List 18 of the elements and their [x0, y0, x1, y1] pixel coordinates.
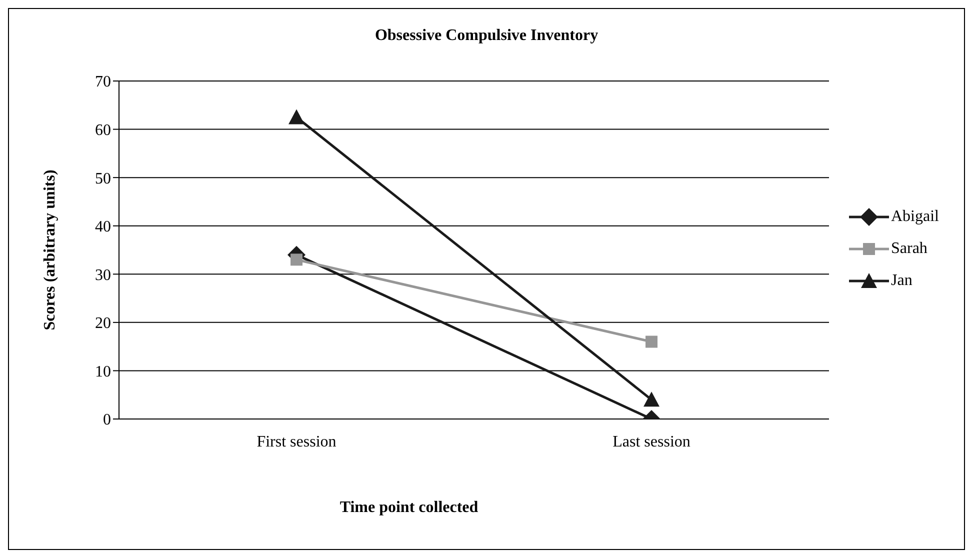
- chart-title: Obsessive Compulsive Inventory: [374, 27, 600, 45]
- y-tick-label: 30: [95, 266, 111, 284]
- point: [646, 336, 658, 348]
- legend-label: Jan: [891, 272, 912, 290]
- y-tick-label: 20: [95, 315, 111, 332]
- y-tick-label: 60: [95, 122, 111, 139]
- y-tick-label: 40: [95, 218, 111, 236]
- legend-label: Abigail: [891, 208, 939, 226]
- y-tick-label: 70: [95, 74, 111, 91]
- y-axis-title: Scores (arbitrary units): [42, 170, 59, 330]
- x-axis-title: Time point collected: [338, 499, 480, 517]
- point: [290, 254, 302, 266]
- y-tick-label: 10: [95, 363, 111, 380]
- x-tick-label: First session: [256, 433, 336, 450]
- y-tick-label: 50: [95, 170, 111, 188]
- legend-label: Sarah: [891, 240, 928, 258]
- x-tick-label: Last session: [612, 433, 690, 450]
- y-tick-label: 0: [103, 412, 111, 429]
